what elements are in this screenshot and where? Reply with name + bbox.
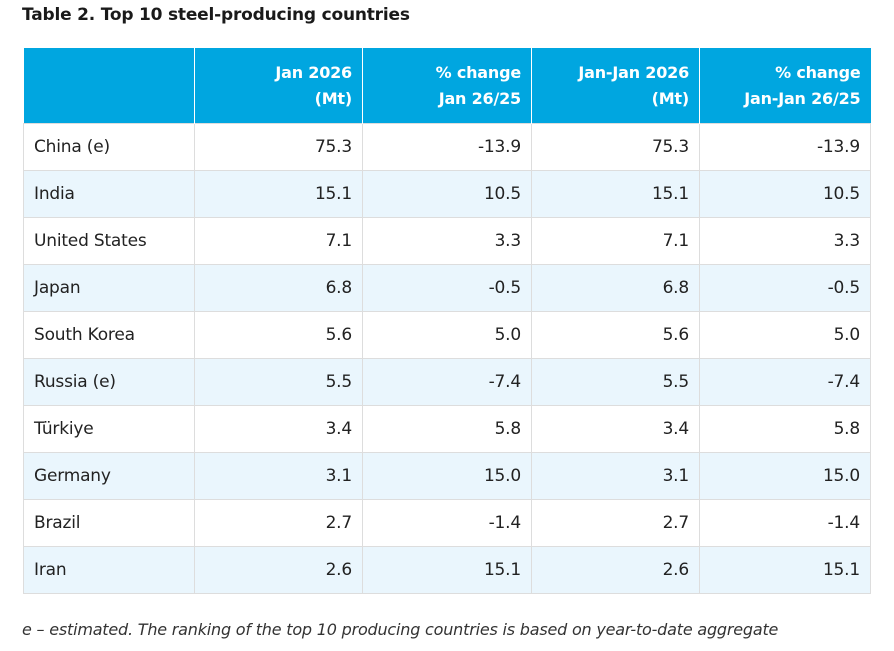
country-cell: Russia (e): [23, 358, 195, 406]
ytd-value-cell: 6.8: [531, 264, 700, 312]
ytd-change-cell: 10.5: [699, 170, 871, 218]
table-row: Brazil 2.7 -1.4 2.7 -1.4: [23, 499, 871, 547]
table-row: Russia (e) 5.5 -7.4 5.5 -7.4: [23, 358, 871, 406]
ytd-value-cell: 5.5: [531, 358, 700, 406]
header-line: (Mt): [314, 89, 353, 108]
country-cell: Germany: [23, 452, 195, 500]
header-line: % change: [435, 63, 522, 82]
country-cell: China (e): [23, 123, 195, 171]
jan-value-cell: 3.1: [194, 452, 363, 500]
country-cell: Brazil: [23, 499, 195, 547]
table-row: Germany 3.1 15.0 3.1 15.0: [23, 452, 871, 500]
jan-value-cell: 5.6: [194, 311, 363, 359]
table-row: India 15.1 10.5 15.1 10.5: [23, 170, 871, 218]
table-row: Türkiye 3.4 5.8 3.4 5.8: [23, 405, 871, 453]
table-row: South Korea 5.6 5.0 5.6 5.0: [23, 311, 871, 359]
header-line: Jan 26/25: [438, 89, 521, 108]
table-row: Japan 6.8 -0.5 6.8 -0.5: [23, 264, 871, 312]
header-pct-change-jan-jan: % change Jan-Jan 26/25: [699, 48, 871, 124]
ytd-value-cell: 5.6: [531, 311, 700, 359]
table-row: Iran 2.6 15.1 2.6 15.1: [23, 546, 871, 594]
jan-value-cell: 2.7: [194, 499, 363, 547]
country-cell: India: [23, 170, 195, 218]
jan-value-cell: 2.6: [194, 546, 363, 594]
header-line: (Mt): [651, 89, 690, 108]
ytd-change-cell: 3.3: [699, 217, 871, 265]
table-row: China (e) 75.3 -13.9 75.3 -13.9: [23, 123, 871, 171]
jan-change-cell: -0.5: [362, 264, 532, 312]
jan-value-cell: 75.3: [194, 123, 363, 171]
ytd-value-cell: 15.1: [531, 170, 700, 218]
header-jan-2026: Jan 2026 (Mt): [194, 48, 363, 124]
country-cell: South Korea: [23, 311, 195, 359]
jan-change-cell: -7.4: [362, 358, 532, 406]
header-line: Jan 2026: [275, 63, 352, 82]
header-line: Jan-Jan 2026: [578, 63, 689, 82]
jan-value-cell: 15.1: [194, 170, 363, 218]
table-caption: Table 2. Top 10 steel-producing countrie…: [22, 5, 410, 25]
ytd-change-cell: -0.5: [699, 264, 871, 312]
ytd-value-cell: 75.3: [531, 123, 700, 171]
table-header-row: Jan 2026 (Mt) % change Jan 26/25 Jan-Jan…: [23, 48, 871, 124]
ytd-value-cell: 7.1: [531, 217, 700, 265]
jan-value-cell: 5.5: [194, 358, 363, 406]
steel-production-table: Jan 2026 (Mt) % change Jan 26/25 Jan-Jan…: [23, 48, 871, 594]
ytd-value-cell: 3.1: [531, 452, 700, 500]
jan-change-cell: 15.0: [362, 452, 532, 500]
header-country: [23, 48, 195, 124]
jan-value-cell: 7.1: [194, 217, 363, 265]
jan-change-cell: 5.0: [362, 311, 532, 359]
jan-change-cell: 3.3: [362, 217, 532, 265]
jan-change-cell: -13.9: [362, 123, 532, 171]
country-cell: United States: [23, 217, 195, 265]
ytd-change-cell: 15.0: [699, 452, 871, 500]
ytd-value-cell: 3.4: [531, 405, 700, 453]
header-jan-jan-2026: Jan-Jan 2026 (Mt): [531, 48, 700, 124]
country-cell: Iran: [23, 546, 195, 594]
country-cell: Türkiye: [23, 405, 195, 453]
ytd-change-cell: 15.1: [699, 546, 871, 594]
ytd-change-cell: -13.9: [699, 123, 871, 171]
ytd-change-cell: -1.4: [699, 499, 871, 547]
jan-change-cell: -1.4: [362, 499, 532, 547]
header-line: Jan-Jan 26/25: [744, 89, 861, 108]
jan-change-cell: 15.1: [362, 546, 532, 594]
table-row: United States 7.1 3.3 7.1 3.3: [23, 217, 871, 265]
ytd-change-cell: -7.4: [699, 358, 871, 406]
header-line: % change: [775, 63, 861, 82]
jan-change-cell: 5.8: [362, 405, 532, 453]
ytd-value-cell: 2.7: [531, 499, 700, 547]
country-cell: Japan: [23, 264, 195, 312]
ytd-change-cell: 5.8: [699, 405, 871, 453]
jan-change-cell: 10.5: [362, 170, 532, 218]
ytd-change-cell: 5.0: [699, 311, 871, 359]
header-pct-change-jan: % change Jan 26/25: [362, 48, 532, 124]
jan-value-cell: 6.8: [194, 264, 363, 312]
ytd-value-cell: 2.6: [531, 546, 700, 594]
jan-value-cell: 3.4: [194, 405, 363, 453]
table-footnote: e – estimated. The ranking of the top 10…: [22, 620, 779, 639]
